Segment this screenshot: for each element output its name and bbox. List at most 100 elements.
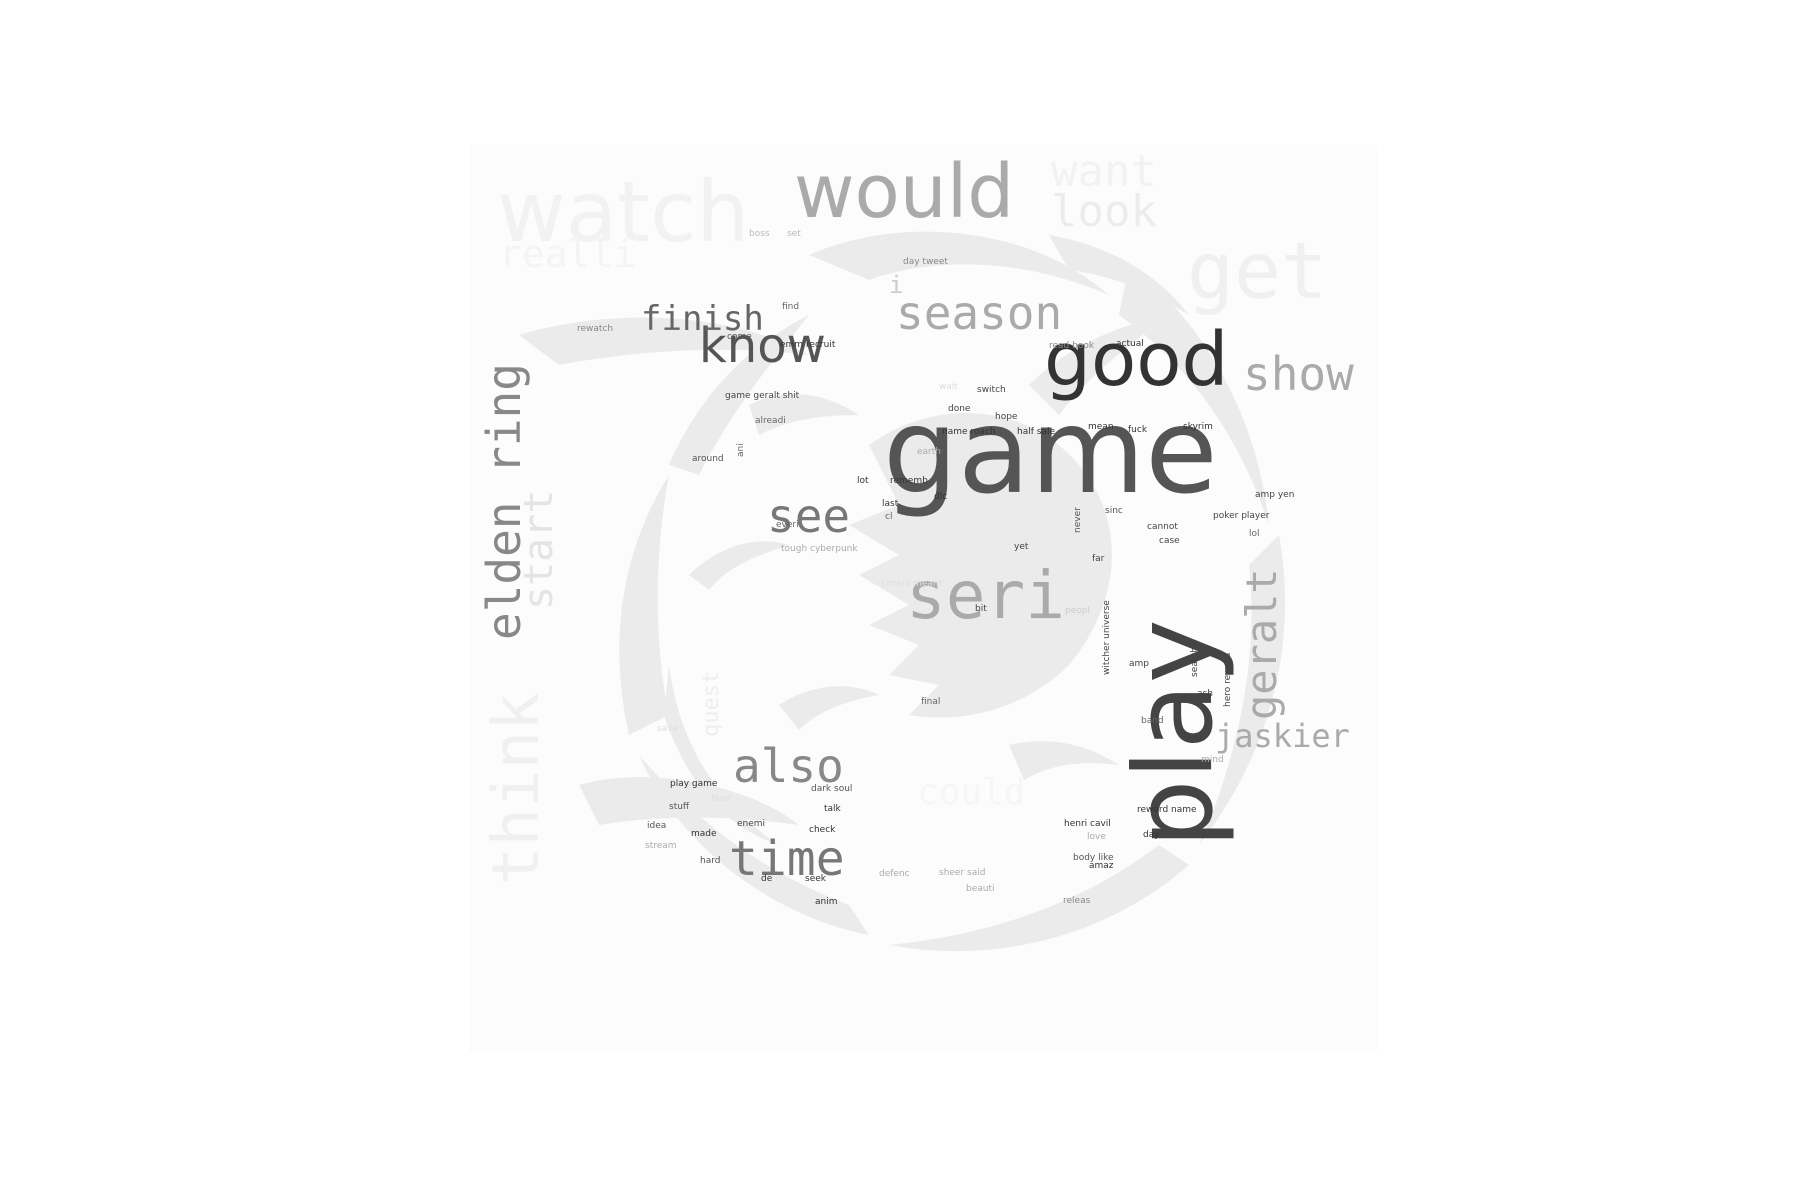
- word-emm-recruit: emm recruit: [780, 340, 836, 350]
- word-dlc: dlc: [934, 492, 948, 502]
- word-lot: lot: [857, 476, 869, 486]
- emblem-blade: [639, 755, 869, 935]
- word-game-geralt-shit: game geralt shit: [725, 391, 800, 401]
- word-hunt: hunt: [711, 794, 732, 804]
- word-rememb: rememb: [890, 476, 928, 486]
- word-seek: seek: [805, 874, 826, 884]
- emblem-blade: [889, 845, 1189, 952]
- word-earth: earth: [917, 447, 941, 457]
- emblem-blade: [809, 231, 1109, 295]
- word-done: done: [948, 404, 971, 414]
- word-start: start: [516, 489, 562, 610]
- word-cloud: game play good would watch want look get…: [469, 145, 1377, 1052]
- word-tough-cyberpunk: tough cyberpunk: [781, 544, 858, 554]
- word-boss: boss: [749, 229, 770, 239]
- word-yet: yet: [1014, 542, 1029, 552]
- word-everi: everi: [776, 520, 799, 530]
- word-henri-cavil: henri cavil: [1064, 819, 1111, 829]
- word-consid-meant: consid meant: [881, 579, 942, 589]
- word-enemi: enemi: [737, 819, 766, 829]
- word-hope: hope: [995, 412, 1018, 422]
- word-want: want: [1051, 146, 1157, 197]
- word-poker-player: poker player: [1213, 511, 1270, 521]
- word-defenc: defenc: [879, 869, 910, 879]
- word-beauti: beauti: [966, 884, 995, 894]
- word-never: never: [1073, 507, 1083, 533]
- word-far: far: [1092, 554, 1105, 564]
- word-half-sale: half sale: [1017, 427, 1055, 437]
- emblem-blade: [1199, 535, 1286, 845]
- word-ani: ani: [736, 443, 746, 457]
- word-anim: anim: [815, 897, 838, 907]
- word-good: good: [1044, 317, 1229, 403]
- word-save: save: [657, 724, 679, 734]
- word-amaz: amaz: [1089, 861, 1114, 871]
- word-jaskier: jaskier: [1215, 717, 1350, 755]
- word-lol: lol: [1249, 529, 1260, 539]
- word-season: season: [896, 286, 1063, 340]
- emblem-blade: [664, 665, 779, 845]
- emblem-blade: [619, 475, 669, 735]
- word-amp-yen: amp yen: [1255, 490, 1295, 500]
- word-switch: switch: [977, 385, 1006, 395]
- emblem-blade: [519, 317, 809, 365]
- emblem-wolf-head: [849, 412, 1112, 718]
- word-fuck: fuck: [1128, 425, 1148, 435]
- word-cannot: cannot: [1147, 522, 1178, 532]
- word-around: around: [692, 454, 724, 464]
- word-sinc: sinc: [1105, 506, 1123, 516]
- word-alreadi: alreadi: [755, 416, 786, 426]
- word-releas: releas: [1063, 896, 1091, 906]
- word-love: love: [1087, 832, 1106, 842]
- word-i: i: [889, 271, 904, 299]
- word-finish: finish: [641, 299, 764, 339]
- word-realli: realli: [499, 232, 637, 276]
- word-talk: talk: [824, 804, 841, 814]
- word-look: look: [1051, 186, 1157, 237]
- emblem-fang: [749, 394, 859, 435]
- word-hero-reward: hero reward: [1223, 652, 1233, 707]
- word-actual: actual: [1116, 339, 1144, 349]
- word-idea: idea: [647, 821, 667, 831]
- word-name-roach: name roach: [942, 427, 996, 437]
- word-body-like: body like: [1073, 853, 1114, 863]
- word-also: also: [733, 739, 844, 793]
- word-de: de: [761, 874, 773, 884]
- word-quest: quest: [699, 670, 724, 737]
- word-peopl: peopl: [1065, 606, 1090, 616]
- word-would: would: [794, 149, 1015, 235]
- word-ash: ash: [1197, 689, 1213, 699]
- word-final: final: [921, 697, 941, 707]
- word-dark-soul: dark soul: [811, 784, 853, 794]
- word-watch: watch: [497, 163, 750, 261]
- word-day-tweet: day tweet: [903, 257, 948, 267]
- word-bit: bit: [975, 604, 987, 614]
- word-come: come: [727, 332, 752, 342]
- word-set: set: [787, 229, 801, 239]
- emblem-fang: [1009, 741, 1119, 780]
- word-stream: stream: [645, 841, 677, 851]
- word-case: case: [1159, 536, 1180, 546]
- word-play-game: play game: [670, 779, 718, 789]
- word-see: see: [767, 489, 851, 543]
- word-rewatch: rewatch: [577, 324, 614, 334]
- word-game: game: [883, 382, 1218, 520]
- word-time: time: [729, 831, 845, 887]
- word-last: last: [882, 499, 899, 509]
- wolf-medallion-icon: [519, 231, 1286, 952]
- word-read-book: read book: [1049, 341, 1095, 351]
- emblem-fang: [779, 686, 879, 730]
- emblem-blade: [1049, 235, 1189, 315]
- word-show: show: [1243, 347, 1354, 401]
- word-know: know: [699, 318, 826, 374]
- word-band: band: [1141, 716, 1164, 726]
- word-cl: cl: [885, 512, 893, 522]
- word-hard: hard: [700, 856, 721, 866]
- word-geralt: geralt: [1237, 568, 1286, 720]
- word-seri: seri: [906, 557, 1065, 634]
- emblem-fang: [689, 541, 789, 590]
- word-get: get: [1187, 227, 1328, 317]
- emblem-blade: [669, 315, 809, 475]
- word-find: find: [782, 302, 800, 312]
- word-think: think: [480, 692, 554, 885]
